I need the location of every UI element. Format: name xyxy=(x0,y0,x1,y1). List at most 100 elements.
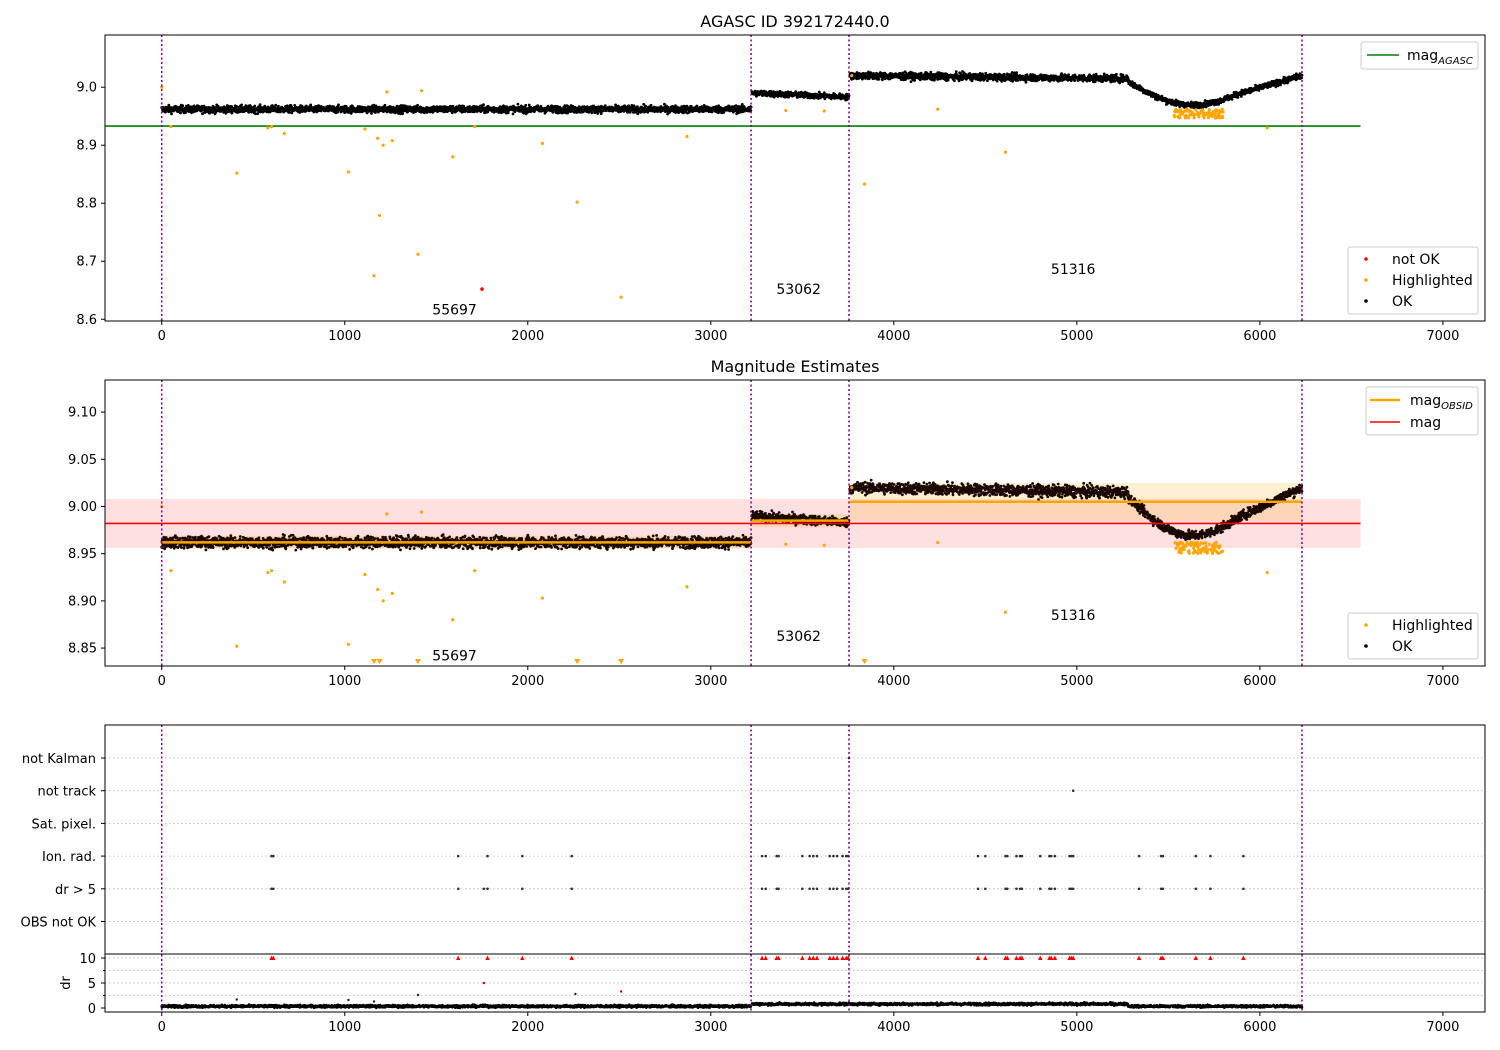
ok-point xyxy=(211,111,215,114)
ok-point xyxy=(247,110,251,114)
ok-point xyxy=(240,103,244,107)
ok-point xyxy=(734,104,738,108)
highlighted-point xyxy=(1193,112,1197,117)
highlighted-point xyxy=(619,295,623,299)
highlighted-point xyxy=(346,170,351,174)
x-tick-label: 6000 xyxy=(1243,329,1276,344)
highlighted-point xyxy=(1213,114,1218,119)
ok-point xyxy=(1230,98,1234,101)
obsid-label: 55697 xyxy=(432,302,477,318)
legend-marker xyxy=(1364,257,1368,261)
ok-point xyxy=(181,104,185,108)
chart-title: AGASC ID 392172440.0 xyxy=(700,12,889,31)
highlighted-point xyxy=(1265,126,1269,130)
ok-point xyxy=(179,111,182,115)
ok-point xyxy=(194,535,197,539)
ok-point xyxy=(877,77,881,81)
x-tick-label: 4000 xyxy=(877,329,910,344)
ok-point xyxy=(511,112,515,116)
legend-label-sub: AGASC xyxy=(1437,56,1473,67)
highlighted-point xyxy=(685,134,689,139)
highlighted-point xyxy=(1188,113,1192,117)
legend-top: magAGASC xyxy=(1360,41,1479,70)
ok-point xyxy=(290,111,294,115)
ok-point xyxy=(254,112,257,116)
y-tick-label: 8.7 xyxy=(76,255,97,270)
highlighted-point xyxy=(1178,113,1182,117)
highlighted-point xyxy=(784,108,788,113)
highlighted-point xyxy=(1220,115,1224,119)
highlighted-point xyxy=(269,125,274,129)
ok-point xyxy=(1002,72,1006,76)
highlighted-point xyxy=(1205,112,1209,116)
x-tick-label: 3000 xyxy=(694,329,727,344)
agasc-magnitude-panel: AGASC ID 392172440.05569753062513168.68.… xyxy=(76,12,1486,344)
ok-point xyxy=(822,91,826,95)
highlighted-point xyxy=(850,74,854,78)
ok-point xyxy=(881,78,884,82)
ok-point xyxy=(482,103,485,107)
ok-point xyxy=(249,105,253,108)
legend-label-main: mag xyxy=(1407,48,1438,64)
ok-point xyxy=(636,112,640,116)
legend-label: OK xyxy=(1392,294,1413,310)
ok-point xyxy=(258,103,262,107)
axes-frame xyxy=(104,34,1486,322)
highlighted-point xyxy=(420,89,424,93)
obsid-label: 53062 xyxy=(776,282,821,298)
highlighted-point xyxy=(1184,107,1188,111)
ok-point xyxy=(710,110,714,114)
ok-point xyxy=(695,104,699,108)
ok-point xyxy=(954,70,958,73)
highlighted-point xyxy=(1199,110,1203,114)
ok-point xyxy=(953,79,956,83)
ok-point xyxy=(505,105,509,109)
highlighted-point xyxy=(451,155,455,159)
highlighted-point xyxy=(282,132,286,136)
not-ok-point xyxy=(480,287,484,291)
highlighted-point xyxy=(1184,116,1188,120)
ok-point xyxy=(1067,73,1070,77)
legend-label: Highlighted xyxy=(1392,273,1473,289)
highlighted-point xyxy=(862,182,867,186)
highlighted-point xyxy=(169,125,173,129)
ok-point xyxy=(506,111,510,115)
ok-point xyxy=(274,103,278,107)
ok-point xyxy=(524,103,528,107)
y-tick-label: 8.6 xyxy=(76,313,97,328)
ok-point xyxy=(202,104,206,108)
ok-point xyxy=(186,104,190,107)
highlighted-point xyxy=(473,125,477,129)
highlighted-point xyxy=(936,107,940,111)
highlighted-point xyxy=(822,109,826,113)
ok-point xyxy=(277,104,280,108)
y-tick-label: 9.0 xyxy=(76,81,97,96)
highlighted-point xyxy=(1179,108,1183,112)
highlighted-point xyxy=(377,213,382,218)
ok-point xyxy=(1236,96,1240,99)
ok-point xyxy=(293,104,297,107)
ok-point xyxy=(516,102,520,106)
highlighted-point xyxy=(1194,108,1198,112)
x-tick-label: 1000 xyxy=(328,329,361,344)
highlighted-point xyxy=(1218,109,1222,113)
legend-marker xyxy=(1364,278,1368,282)
ok-point xyxy=(175,536,179,540)
legend-bottom: not OK Highlighted OK xyxy=(1347,246,1479,315)
legend-label: not OK xyxy=(1392,252,1440,268)
magnitude-estimates-panel: Magnitude Estimates5569753062513168.858.… xyxy=(68,357,1486,689)
ok-point xyxy=(170,112,173,116)
highlighted-point xyxy=(381,143,385,147)
y-tick-label: 8.9 xyxy=(76,139,97,154)
ok-point xyxy=(644,105,648,108)
ok-point xyxy=(416,103,419,107)
ok-point xyxy=(201,112,204,116)
y-tick-label: 8.8 xyxy=(76,197,97,212)
highlighted-point xyxy=(1211,112,1215,116)
highlighted-point xyxy=(1202,112,1206,116)
ok-point xyxy=(182,546,186,550)
ok-point xyxy=(551,110,555,114)
ok-point xyxy=(590,111,594,115)
x-tick-label: 7000 xyxy=(1426,329,1459,344)
